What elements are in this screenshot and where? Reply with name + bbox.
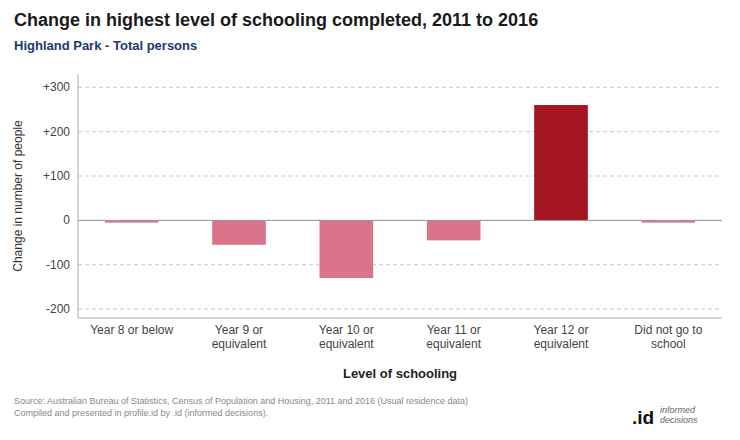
subtitle: Highland Park - Total persons	[14, 38, 197, 53]
text-line: equivalent	[534, 337, 589, 351]
grid-line	[78, 176, 722, 177]
bar	[427, 220, 481, 240]
y-axis-label: Change in number of people	[11, 120, 25, 272]
grid-line	[78, 87, 722, 88]
y-tick-label: +100	[43, 169, 70, 183]
x-axis-line	[78, 318, 722, 319]
text-line: informed	[660, 405, 696, 415]
text-line: Year 10 or	[319, 323, 374, 337]
y-axis-line	[78, 74, 79, 318]
text-line: Year 12 or	[534, 323, 589, 337]
source: Source: Australian Bureau of Statistics,…	[14, 396, 468, 418]
background	[0, 0, 740, 440]
y-tick-label: -100	[46, 258, 70, 272]
text-line: equivalent	[212, 337, 267, 351]
grid	[78, 87, 722, 309]
y-tick-label: +300	[43, 80, 70, 94]
y-tick-label: 0	[63, 213, 70, 227]
bar	[212, 220, 266, 244]
text-line: Source: Australian Bureau of Statistics,…	[14, 396, 468, 406]
bar	[534, 105, 588, 220]
y-tick-label: +200	[43, 125, 70, 139]
chart: Change in highest level of schooling com…	[0, 0, 740, 440]
x-tick-label: Year 9 orequivalent	[212, 323, 267, 351]
bars	[105, 105, 695, 278]
text-line: school	[651, 337, 686, 351]
text-line: decisions	[660, 415, 698, 425]
y-tick-label: -200	[46, 302, 70, 316]
text-line: equivalent	[319, 337, 374, 351]
text-line: equivalent	[426, 337, 481, 351]
x-axis-label: Level of schooling	[343, 366, 457, 381]
text-line: Year 11 or	[427, 323, 481, 337]
title: Change in highest level of schooling com…	[14, 10, 538, 30]
zero-line	[78, 220, 722, 221]
logo: .id	[632, 407, 654, 428]
grid-line	[78, 131, 722, 132]
grid-line	[78, 220, 722, 221]
grid-line	[78, 264, 722, 265]
x-tick-label: Year 10 orequivalent	[319, 323, 374, 351]
text-line: Year 8 or below	[90, 323, 173, 337]
x-tick-label: Year 8 or below	[90, 323, 173, 337]
x-tick-label: Year 11 orequivalent	[426, 323, 481, 351]
bar	[320, 220, 374, 278]
logo-tagline: informeddecisions	[660, 405, 698, 425]
x-tick-label: Year 12 orequivalent	[534, 323, 589, 351]
text-line: Compiled and presented in profile.id by …	[14, 408, 268, 418]
grid-line	[78, 309, 722, 310]
text-line: Year 9 or	[215, 323, 263, 337]
text-line: Did not go to	[634, 323, 702, 337]
x-tick-label: Did not go toschool	[634, 323, 702, 351]
